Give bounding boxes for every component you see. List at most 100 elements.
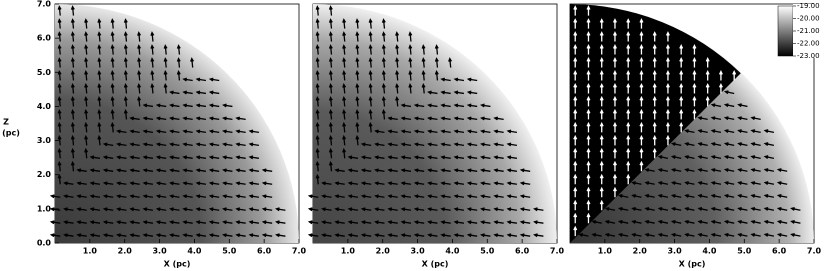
vector-arrow: [342, 31, 347, 42]
vector-arrow: [381, 70, 386, 81]
vector-arrow: [639, 44, 644, 55]
vector-arrow: [612, 108, 617, 120]
vector-arrow: [155, 129, 167, 134]
vector-arrow: [163, 70, 168, 81]
vector-arrow: [63, 207, 74, 212]
vector-arrow: [342, 108, 347, 120]
vector-arrow: [387, 155, 398, 160]
vector-arrow: [182, 220, 193, 225]
vector-arrow: [631, 219, 642, 224]
vector-arrow: [750, 232, 761, 237]
vector-arrow: [790, 207, 801, 211]
vector-arrow: [440, 207, 451, 212]
vector-arrow: [195, 129, 207, 134]
vector-arrow: [195, 233, 207, 238]
vector-arrow: [684, 168, 695, 172]
vector-arrow: [657, 194, 669, 198]
vector-arrow: [763, 129, 775, 134]
vector-arrow: [155, 194, 167, 199]
vector-arrow: [387, 194, 398, 199]
vector-arrow: [395, 70, 400, 81]
vector-arrow: [612, 69, 617, 81]
x-axis-label: X (pc): [422, 260, 449, 269]
vector-arrow: [670, 232, 682, 237]
vector-arrow: [328, 134, 333, 146]
vector-arrow: [573, 82, 578, 94]
vector-arrow: [123, 44, 128, 55]
vector-arrow: [374, 194, 385, 199]
x-axis-label: X (pc): [679, 260, 706, 269]
vector-arrow: [248, 129, 260, 134]
vector-arrow: [137, 31, 142, 42]
vector-arrow: [626, 44, 631, 55]
vector-arrow: [684, 232, 695, 237]
vector-arrows: [49, 5, 286, 238]
vector-arrow: [626, 95, 631, 107]
vector-arrow: [427, 142, 438, 147]
vector-arrow: [63, 194, 74, 199]
vector-arrow: [480, 142, 491, 147]
vector-arrow: [710, 116, 722, 121]
vector-arrow: [76, 233, 87, 238]
vector-arrow: [57, 18, 62, 29]
vector-arrow: [374, 233, 385, 238]
vector-arrow: [360, 233, 372, 238]
vector-arrow: [644, 219, 655, 224]
vector-arrow: [261, 220, 273, 225]
vector-arrow: [70, 147, 75, 159]
vector-arrow: [248, 207, 260, 212]
vector-arrow: [626, 31, 631, 42]
vector-arrow: [150, 44, 155, 55]
vector-arrow: [155, 207, 167, 212]
vector-arrow: [315, 70, 320, 81]
vector-arrow: [70, 108, 75, 120]
vector-arrow: [440, 220, 451, 225]
y-axis-label: Z: [3, 118, 9, 127]
vector-arrow: [665, 82, 670, 94]
vector-arrow: [480, 194, 491, 199]
vector-arrow: [169, 142, 180, 147]
vector-arrow: [97, 31, 102, 42]
vector-arrow: [116, 207, 127, 212]
vector-arrow: [84, 31, 89, 42]
vector-arrow: [84, 134, 89, 146]
vector-arrow: [368, 95, 373, 107]
vector-arrow: [586, 95, 591, 107]
vector-arrow: [665, 31, 670, 42]
vector-arrow: [97, 44, 102, 55]
vector-arrow: [493, 207, 504, 212]
vector-arrow: [723, 142, 735, 147]
vector-arrow: [737, 142, 748, 147]
vector-arrow: [763, 181, 775, 185]
vector-arrow: [737, 232, 748, 237]
vector-arrow: [639, 121, 644, 133]
vector-arrow: [342, 57, 347, 68]
vector-arrow: [261, 181, 273, 186]
vector-arrow: [368, 18, 373, 29]
vector-arrow: [123, 18, 128, 29]
vector-arrow: [453, 220, 465, 225]
vector-arrow: [644, 168, 655, 172]
vector-arrow: [248, 142, 260, 147]
vector-arrow: [657, 155, 669, 159]
vector-arrow: [360, 168, 372, 173]
colorbar-tick-label: -23.00: [797, 52, 820, 60]
vector-arrow: [57, 173, 62, 185]
vector-arrow: [342, 18, 347, 29]
vector-arrow: [506, 181, 518, 186]
vector-arrow: [679, 57, 684, 68]
vector-arrow: [599, 82, 604, 94]
vector-arrow: [261, 233, 273, 238]
vector-arrow: [235, 233, 246, 238]
x-axis-label: X (pc): [164, 260, 191, 269]
vector-arrow: [97, 108, 102, 120]
vector-arrow: [578, 232, 589, 237]
vector-arrow: [169, 168, 180, 173]
vector-arrow: [374, 207, 385, 212]
vector-arrow: [480, 181, 491, 186]
y-tick-label: 4.0: [37, 102, 52, 111]
x-tick-label: 7.0: [292, 247, 307, 256]
vector-arrow: [129, 194, 140, 199]
vector-arrow: [142, 220, 154, 225]
x-tick-label: 3.0: [667, 247, 682, 256]
